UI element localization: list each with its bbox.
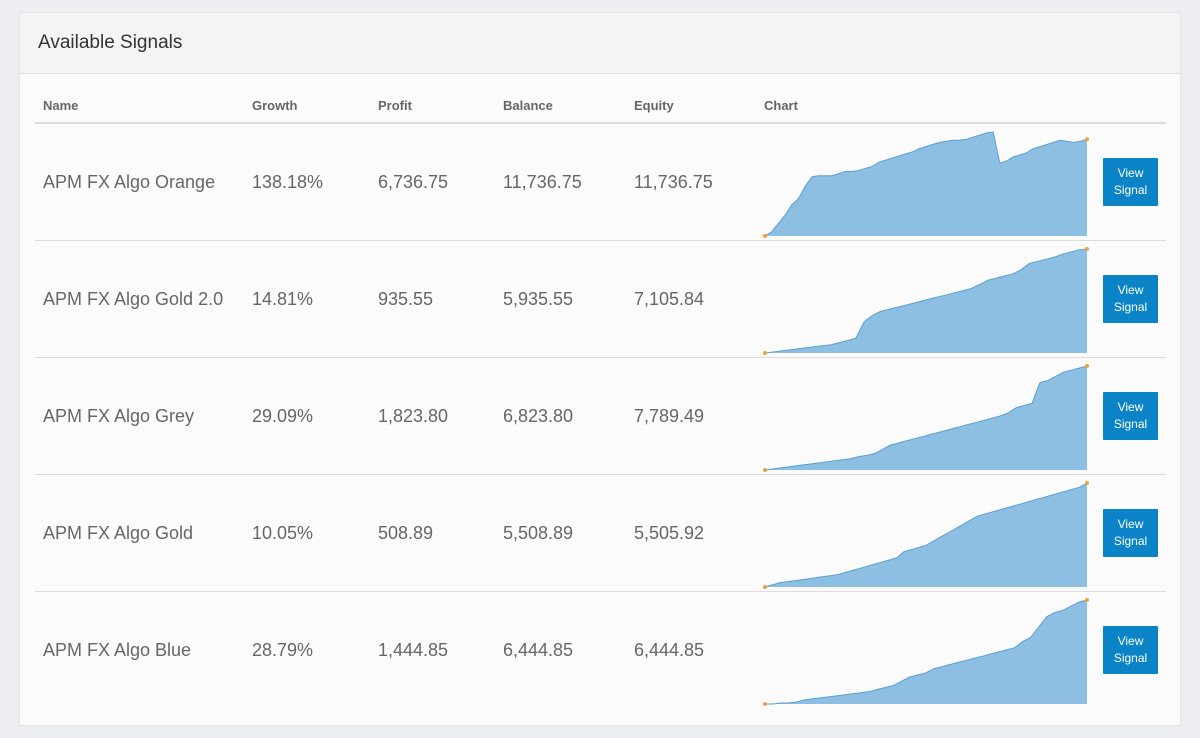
signal-equity: 6,444.85 bbox=[634, 640, 705, 660]
table-row: APM FX Algo Gold 2.0 14.81% 935.55 5,935… bbox=[35, 241, 1166, 358]
signal-profit: 1,444.85 bbox=[378, 640, 449, 660]
equity-sparkline bbox=[763, 598, 1089, 706]
signal-name: APM FX Algo Grey bbox=[43, 406, 195, 426]
sparkline-end-point bbox=[1085, 247, 1089, 251]
signal-profit: 508.89 bbox=[378, 523, 434, 543]
signal-equity: 11,736.75 bbox=[634, 172, 713, 192]
header-growth: Growth bbox=[252, 98, 298, 113]
table-row: APM FX Algo Gold 10.05% 508.89 5,508.89 … bbox=[35, 475, 1166, 592]
sparkline-line bbox=[765, 599, 1088, 705]
signal-growth: 29.09% bbox=[252, 406, 314, 426]
signal-name: APM FX Algo Orange bbox=[43, 172, 216, 192]
header-name: Name bbox=[43, 98, 79, 113]
signal-profit: 1,823.80 bbox=[378, 406, 449, 426]
header-profit: Profit bbox=[378, 98, 412, 113]
header-balance: Balance bbox=[503, 98, 553, 113]
signal-balance: 5,935.55 bbox=[503, 289, 574, 309]
view-signal-button[interactable]: View Signal bbox=[1103, 509, 1158, 557]
signal-equity: 7,105.84 bbox=[634, 289, 705, 309]
sparkline-area bbox=[765, 249, 1087, 353]
panel-title: Available Signals bbox=[38, 32, 183, 53]
sparkline-line bbox=[764, 131, 1088, 237]
sparkline-line bbox=[764, 248, 1088, 354]
sparkline-start-point bbox=[763, 585, 767, 589]
signal-growth: 28.79% bbox=[252, 640, 314, 660]
view-signal-button[interactable]: View Signal bbox=[1103, 626, 1158, 674]
view-signal-button[interactable]: View Signal bbox=[1103, 392, 1158, 440]
equity-sparkline bbox=[763, 481, 1089, 589]
sparkline-line bbox=[764, 482, 1088, 588]
signal-growth: 138.18% bbox=[252, 172, 324, 192]
sparkline-end-point bbox=[1085, 598, 1089, 602]
view-signal-button[interactable]: View Signal bbox=[1103, 275, 1158, 323]
panel-header: Available Signals bbox=[20, 13, 1180, 74]
signal-equity: 5,505.92 bbox=[634, 523, 705, 543]
equity-sparkline bbox=[763, 131, 1089, 238]
signal-growth: 14.81% bbox=[252, 289, 314, 309]
equity-sparkline bbox=[763, 364, 1089, 472]
header-equity: Equity bbox=[634, 98, 674, 113]
signal-growth: 10.05% bbox=[252, 523, 314, 543]
signal-balance: 11,736.75 bbox=[503, 172, 582, 192]
sparkline-start-point bbox=[763, 702, 767, 706]
sparkline-end-point bbox=[1085, 481, 1089, 485]
table-row: APM FX Algo Blue 28.79% 1,444.85 6,444.8… bbox=[35, 592, 1166, 709]
signal-name: APM FX Algo Gold bbox=[43, 523, 194, 543]
table-row: APM FX Algo Orange 138.18% 6,736.75 11,7… bbox=[35, 124, 1166, 241]
signal-balance: 5,508.89 bbox=[503, 523, 574, 543]
sparkline-end-point bbox=[1085, 137, 1089, 142]
signals-panel: Available Signals Name Growth Profit Bal… bbox=[19, 12, 1181, 726]
sparkline-start-point bbox=[763, 351, 767, 355]
view-signal-button[interactable]: View Signal bbox=[1103, 158, 1158, 206]
signal-name: APM FX Algo Blue bbox=[43, 640, 192, 660]
table-row: APM FX Algo Grey 29.09% 1,823.80 6,823.8… bbox=[35, 358, 1166, 475]
header-chart: Chart bbox=[764, 98, 798, 113]
signal-balance: 6,444.85 bbox=[503, 640, 574, 660]
equity-sparkline bbox=[763, 247, 1089, 355]
signal-profit: 935.55 bbox=[378, 289, 434, 309]
signals-table: Name Growth Profit Balance Equity Chart … bbox=[35, 86, 1166, 709]
signal-profit: 6,736.75 bbox=[378, 172, 449, 192]
sparkline-end-point bbox=[1085, 364, 1089, 368]
sparkline-area bbox=[765, 600, 1087, 704]
sparkline-start-point bbox=[763, 468, 767, 472]
sparkline-line bbox=[764, 365, 1088, 471]
sparkline-area bbox=[765, 132, 1087, 236]
signal-balance: 6,823.80 bbox=[503, 406, 574, 426]
signal-name: APM FX Algo Gold 2.0 bbox=[43, 289, 224, 309]
table-header: Name Growth Profit Balance Equity Chart bbox=[35, 86, 1166, 124]
sparkline-area bbox=[765, 366, 1087, 470]
signal-equity: 7,789.49 bbox=[634, 406, 705, 426]
sparkline-area bbox=[765, 483, 1087, 587]
sparkline-start-point bbox=[763, 234, 767, 238]
